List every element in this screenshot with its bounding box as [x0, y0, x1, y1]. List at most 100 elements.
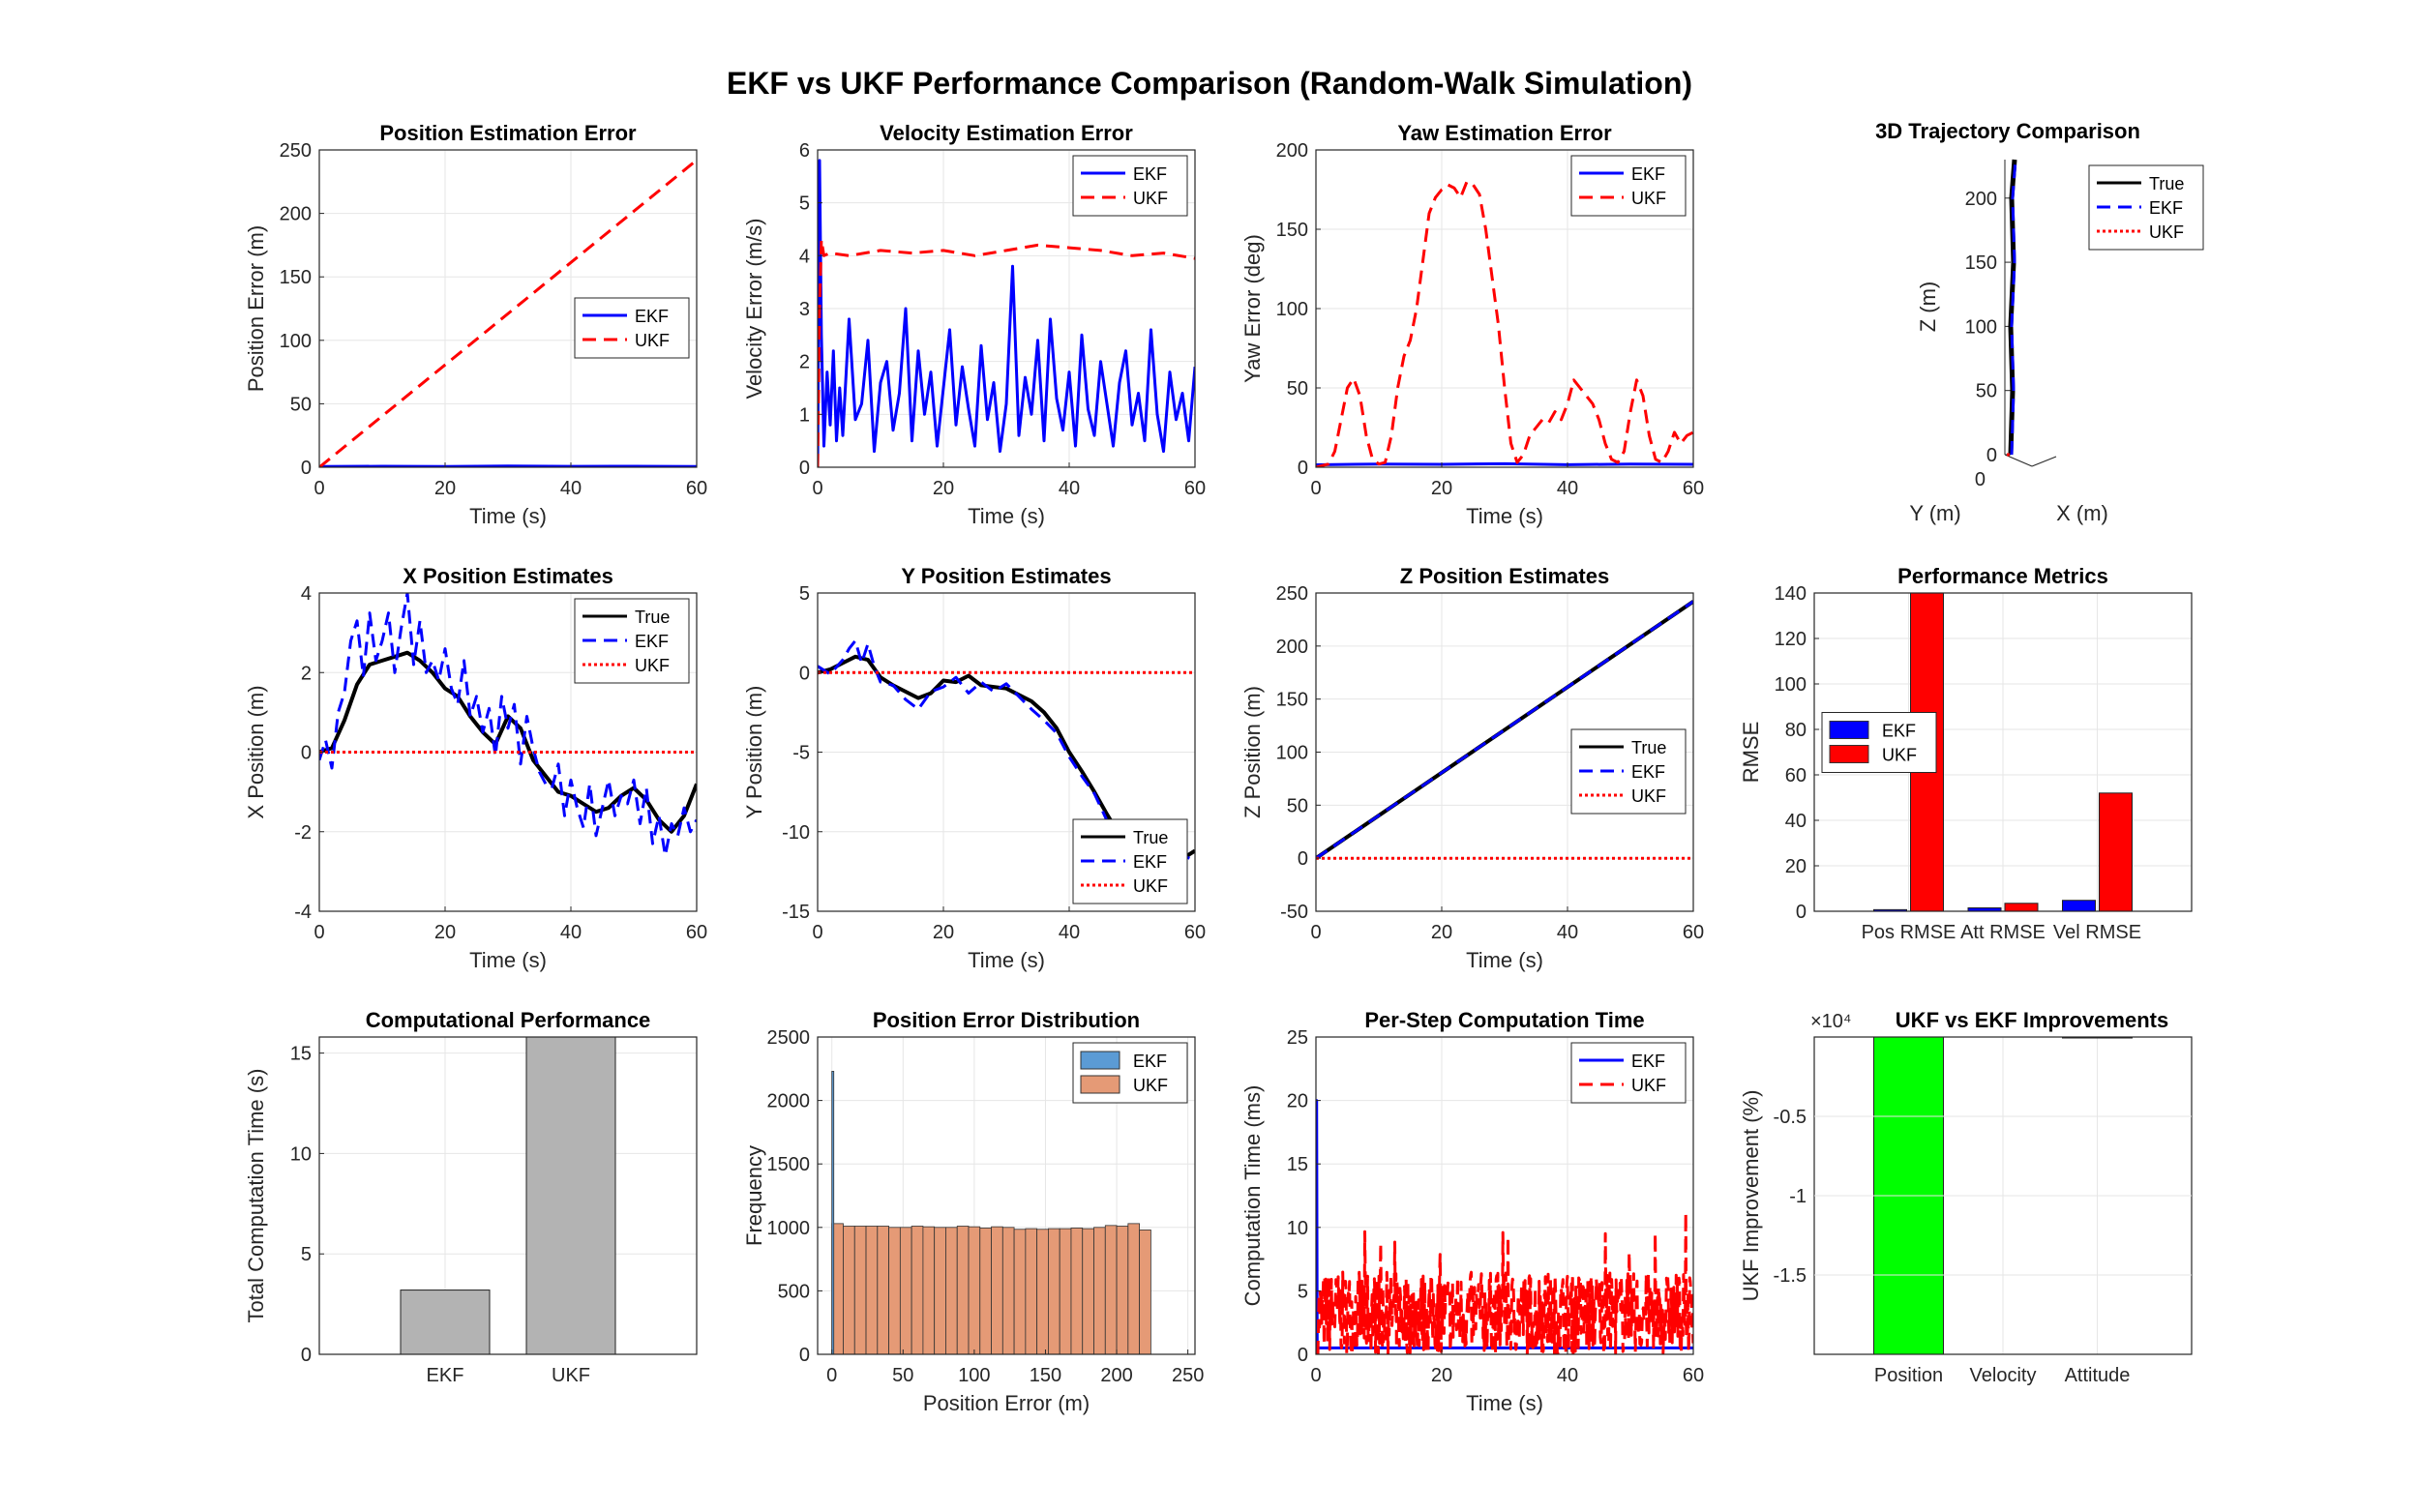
y-tick-label: 20	[1287, 1091, 1308, 1112]
x-tick-label: 60	[1683, 478, 1704, 499]
y-tick-label: 0	[1298, 458, 1308, 479]
histogram-bar-ukf	[956, 1226, 970, 1355]
legend: True EKF UKF	[2088, 164, 2204, 251]
legend-label: EKF	[1133, 164, 1167, 184]
x-tick-label: 250	[1172, 1365, 1204, 1386]
axes-title: X Position Estimates	[403, 564, 613, 588]
legend-label: UKF	[1631, 786, 1666, 806]
legend-label: UKF	[1631, 189, 1666, 208]
x-tick-label: 40	[1557, 1365, 1578, 1386]
histogram-bar-ekf	[831, 1071, 835, 1355]
y-tick-label: 0	[1298, 1345, 1308, 1366]
x-tick-label: 150	[1030, 1365, 1061, 1386]
chart-position-error-distribution: 0 50 100 150 200 25005001000150020002500Posit…	[742, 1008, 1204, 1415]
series-line-ekf	[1316, 600, 1693, 860]
y-axis-label: Yaw Error (deg)	[1240, 234, 1265, 383]
x-tick-label: 40	[560, 478, 582, 499]
x-tick-label: 20	[1431, 922, 1452, 943]
series-line-ukf	[319, 159, 697, 467]
series-group	[319, 593, 697, 857]
x-tick-label: 40	[1557, 478, 1578, 499]
series-group	[1316, 180, 1693, 467]
y-tick-label: 5	[799, 193, 810, 215]
legend-label: True	[2149, 174, 2184, 193]
x-tick-label: 200	[1100, 1365, 1132, 1386]
legend-label: EKF	[1133, 1052, 1167, 1071]
axes-title: Velocity Estimation Error	[880, 121, 1133, 145]
y-tick-label: 1000	[767, 1218, 811, 1239]
z-tick-label: 150	[1965, 252, 1997, 274]
legend-label: EKF	[1133, 852, 1167, 872]
x-tick-label: 0	[812, 922, 822, 943]
histogram-bar-ukf	[843, 1226, 855, 1355]
legend: EKF UKF	[1570, 1042, 1687, 1104]
x-tick-label: 0	[1310, 1365, 1321, 1386]
x-tick-label: 60	[1683, 1365, 1704, 1386]
legend: EKF UKF	[1072, 155, 1188, 217]
x-tick-label: 0	[314, 922, 324, 943]
y-axis-label: Position Error (m)	[244, 225, 268, 392]
x-axis-label: Time (s)	[469, 948, 547, 972]
y-tick-label: 6	[799, 140, 810, 162]
y-tick-label: 2500	[767, 1027, 811, 1049]
legend: EKF UKF	[1570, 155, 1687, 217]
y-tick-label: 1	[799, 404, 810, 426]
x-tick-label: Vel RMSE	[2053, 922, 2141, 943]
series-line-ekf	[818, 159, 1195, 467]
y-tick-label: 200	[1276, 140, 1308, 162]
chart-velocity-estimation-error: 0 20 40 60 0 1 2 3 4 5 6 Velocity Estimation Error T…	[742, 121, 1206, 528]
histogram-bar-ukf	[899, 1227, 912, 1355]
y-axis-label: UKF Improvement (%)	[1739, 1090, 1763, 1302]
legend-label: EKF	[2149, 198, 2183, 218]
series-group	[319, 159, 697, 467]
y-tick-label: 20	[1785, 856, 1807, 877]
figure-title: EKF vs UKF Performance Comparison (Rando…	[727, 66, 1692, 101]
x-tick-label: 20	[933, 922, 954, 943]
series-line-ekf	[1316, 461, 1693, 466]
histogram-bar-ukf	[922, 1226, 936, 1355]
x-tick-label: 0	[826, 1365, 837, 1386]
z-axis-label: Z (m)	[1916, 282, 1940, 333]
legend-label: True	[1631, 738, 1666, 757]
y-tick-label: -1.5	[1774, 1265, 1807, 1287]
y-axis-label: RMSE	[1739, 722, 1763, 784]
y-axis-3d	[2004, 454, 2033, 467]
chart-x-position-estimates: 0 20 40 60 -4 -2 0 2 4 X Position Estimates Time (…	[244, 564, 707, 972]
y-tick-label: 5	[799, 583, 810, 605]
bar-value	[525, 1037, 616, 1354]
y-tick-label: -50	[1280, 902, 1308, 923]
bar-ukf	[2099, 792, 2133, 911]
histogram-bar-ukf	[1093, 1227, 1106, 1355]
x-axis-label: Time (s)	[1466, 948, 1543, 972]
y-tick-label: 1500	[767, 1154, 811, 1175]
y-tick-label: 200	[1276, 637, 1308, 658]
histogram-bar-ukf	[979, 1228, 992, 1355]
bar-group	[400, 1037, 616, 1354]
y-tick-label: -1	[1789, 1186, 1807, 1207]
x-axis-label: Position Error (m)	[923, 1391, 1090, 1415]
series-group	[1316, 600, 1693, 860]
x-tick-label: Attitude	[2065, 1365, 2131, 1386]
axes-title: Y Position Estimates	[901, 564, 1111, 588]
y-tick-label: 5	[301, 1244, 312, 1265]
legend-label: True	[635, 608, 670, 627]
histogram-bar-ukf	[968, 1226, 981, 1355]
y-tick-label: 60	[1785, 765, 1807, 786]
legend: True EKF UKF	[1570, 728, 1687, 815]
chart-per-step-computation-time: 0 20 40 60 0 5 10 15 20 25 Per-Step Computation Ti…	[1240, 1008, 1704, 1415]
legend-box	[1570, 155, 1687, 217]
chart-3d-trajectory-comparison: 0 50 100 150 200 Z (m) 0 Y (m) X (m) 3D Trajector…	[1875, 119, 2204, 525]
x-axis-label: Time (s)	[469, 504, 547, 528]
y-tick-label: 2000	[767, 1091, 811, 1112]
y0-tick-label: 0	[1975, 469, 1986, 490]
legend-label: EKF	[1631, 164, 1665, 184]
legend-box	[1072, 155, 1188, 217]
y-tick-label: 50	[1287, 795, 1308, 816]
y-tick-label: 2	[301, 663, 312, 684]
x-axis-label: Time (s)	[1466, 1391, 1543, 1415]
chart-ukf-vs-ekf-improvements: Position Velocity Attitude -0.5 -1 -1.5 ×10⁴ UK…	[1739, 1008, 2193, 1386]
legend-label: UKF	[1133, 876, 1168, 896]
y-tick-label: 0	[301, 458, 312, 479]
legend-label: UKF	[635, 656, 670, 675]
